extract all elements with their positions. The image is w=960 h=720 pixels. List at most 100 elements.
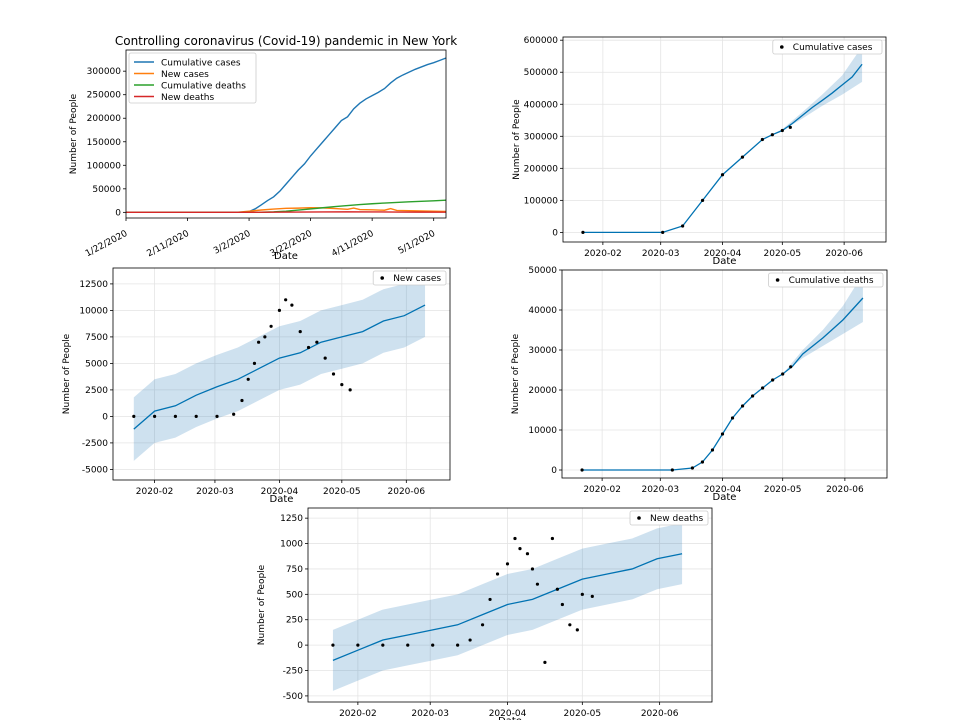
observed-point bbox=[560, 602, 564, 607]
plot-frame bbox=[562, 36, 887, 243]
x-tick-label: 5/1/2020 bbox=[397, 229, 438, 257]
y-tick-label: 200000 bbox=[87, 114, 122, 124]
legend-box bbox=[768, 272, 884, 288]
observed-point bbox=[406, 643, 410, 647]
x-tick-label: 2020-06 bbox=[641, 709, 679, 719]
observed-point bbox=[381, 643, 385, 647]
y-tick-label: 0 bbox=[102, 412, 108, 422]
observed-point bbox=[456, 643, 460, 647]
observed-point bbox=[290, 303, 294, 307]
x-tick-label: 2020-03 bbox=[411, 709, 449, 719]
plot-frame bbox=[561, 269, 888, 479]
observed-point bbox=[550, 536, 554, 541]
observed-point bbox=[132, 414, 136, 418]
observed-point bbox=[761, 386, 765, 390]
forecast-line bbox=[133, 304, 426, 430]
observed-point bbox=[730, 416, 735, 420]
observed-point bbox=[535, 582, 540, 586]
observed-point bbox=[340, 383, 344, 387]
y-tick-label: 1250 bbox=[280, 514, 303, 524]
y-tick-label: -5000 bbox=[82, 465, 108, 475]
y-tick-label: 0 bbox=[115, 208, 121, 218]
x-tick-label: 4/11/2020 bbox=[330, 229, 376, 260]
observed-point bbox=[700, 198, 705, 202]
observed-point bbox=[323, 356, 327, 360]
y-tick-label: 40000 bbox=[528, 306, 557, 316]
legend-swatch bbox=[380, 276, 385, 280]
x-tick-label: 1/22/2020 bbox=[84, 229, 130, 260]
observed-point bbox=[740, 404, 745, 408]
observed-point bbox=[681, 224, 685, 228]
y-axis-label: Number of People bbox=[512, 99, 522, 180]
y-tick-label: 0 bbox=[297, 641, 303, 651]
y-tick-label: 50000 bbox=[92, 185, 121, 195]
x-tick-label: 2020-04 bbox=[261, 487, 299, 497]
plot-frame bbox=[112, 267, 451, 481]
y-tick-label: 200000 bbox=[524, 164, 559, 174]
observed-point bbox=[580, 468, 584, 472]
observed-point bbox=[232, 412, 236, 416]
y-tick-label: 150000 bbox=[87, 138, 122, 148]
observed-point bbox=[284, 298, 288, 302]
x-tick-label: 2020-06 bbox=[388, 487, 426, 497]
y-tick-label: -2500 bbox=[82, 439, 108, 449]
plot-frame bbox=[307, 507, 713, 703]
y-tick-label: 2500 bbox=[85, 386, 108, 396]
y-tick-label: 50000 bbox=[528, 266, 557, 276]
observed-point bbox=[348, 388, 352, 392]
y-tick-label: 20000 bbox=[528, 386, 557, 396]
x-axis-label: Date bbox=[274, 251, 298, 262]
observed-point bbox=[690, 466, 695, 470]
y-tick-label: 100000 bbox=[87, 161, 122, 171]
observed-point bbox=[257, 340, 261, 344]
observed-point bbox=[277, 308, 282, 312]
x-tick-label: 3/2/2020 bbox=[212, 229, 253, 257]
observed-point bbox=[306, 345, 311, 350]
observed-point bbox=[269, 324, 273, 328]
observed-point bbox=[153, 414, 157, 418]
observed-point bbox=[513, 536, 517, 541]
observed-point bbox=[246, 377, 250, 381]
x-axis-label: Date bbox=[498, 716, 522, 720]
y-tick-label: 500000 bbox=[524, 68, 559, 78]
observed-point bbox=[580, 592, 584, 596]
y-tick-label: 250000 bbox=[87, 91, 122, 101]
x-tick-label: 2020-06 bbox=[825, 249, 863, 259]
x-axis-label: Date bbox=[713, 256, 737, 267]
observed-point bbox=[252, 361, 257, 365]
legend-entry: Cumulative cases bbox=[161, 59, 241, 69]
y-axis-label: Number of People bbox=[62, 333, 72, 414]
y-tick-label: 400000 bbox=[524, 100, 559, 110]
y-tick-label: 10000 bbox=[79, 306, 108, 316]
observed-point bbox=[710, 448, 715, 452]
x-tick-label: 2020-02 bbox=[136, 487, 174, 497]
observed-point bbox=[575, 628, 579, 632]
uncertainty-band bbox=[332, 523, 683, 691]
forecast-line bbox=[332, 553, 683, 661]
legend-box bbox=[629, 510, 709, 526]
observed-point bbox=[331, 643, 335, 647]
legend-entry: New cases bbox=[161, 70, 209, 80]
series-line-cumulative-cases bbox=[126, 57, 447, 214]
legend-entry: Cumulative cases bbox=[793, 43, 873, 53]
observed-point bbox=[771, 378, 775, 382]
observed-point bbox=[543, 660, 547, 664]
y-tick-label: 30000 bbox=[528, 346, 557, 356]
x-tick-label: 2020-05 bbox=[323, 487, 361, 497]
chart-title: Controlling coronavirus (Covid-19) pande… bbox=[115, 34, 457, 48]
legend: New cases bbox=[372, 270, 447, 286]
observed-point bbox=[740, 155, 745, 159]
observed-point bbox=[480, 623, 485, 627]
observed-point bbox=[431, 643, 435, 647]
observed-point bbox=[760, 137, 764, 142]
observed-point bbox=[356, 643, 360, 647]
y-tick-label: 300000 bbox=[524, 132, 559, 142]
observed-point bbox=[468, 638, 472, 642]
y-tick-label: 300000 bbox=[87, 67, 122, 77]
x-tick-label: 2020-04 bbox=[704, 485, 742, 495]
observed-point bbox=[770, 133, 774, 137]
chart-overview: 0 50000 100000 150000 200000 250000 300000 1/22… bbox=[69, 34, 457, 262]
x-axis-label: Date bbox=[713, 492, 737, 503]
series-line-new-cases bbox=[126, 206, 447, 214]
